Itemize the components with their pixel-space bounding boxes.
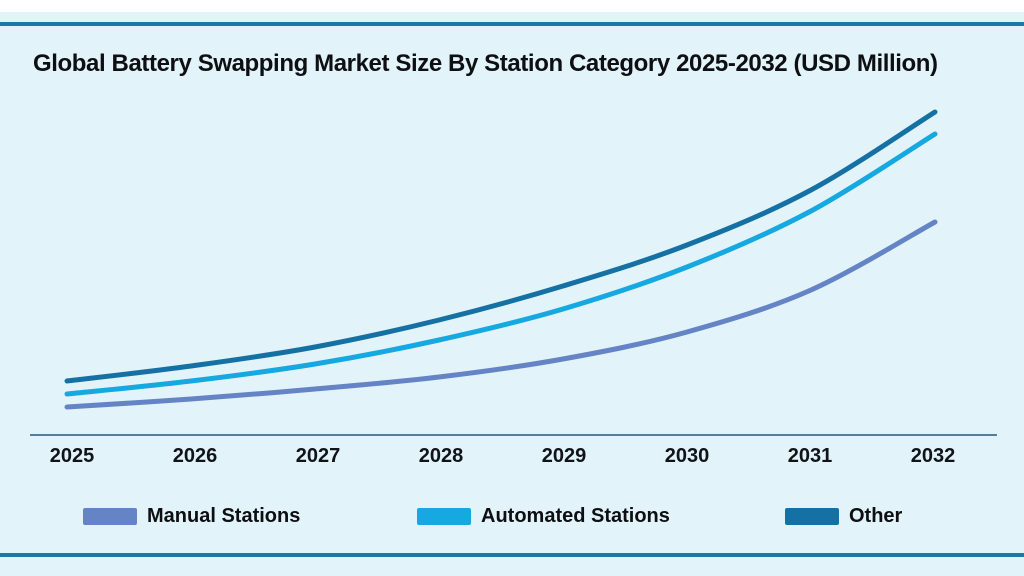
chart-legend: Manual Stations Automated Stations Other xyxy=(0,505,1024,533)
chart-panel-background xyxy=(0,12,1024,576)
series-line-other xyxy=(64,109,938,384)
legend-item-other: Other xyxy=(785,505,902,528)
chart-title: Global Battery Swapping Market Size By S… xyxy=(33,50,938,77)
x-axis-label-2025: 2025 xyxy=(49,445,95,467)
legend-label: Manual Stations xyxy=(147,505,301,527)
top-divider-line xyxy=(0,22,1024,26)
x-axis-label-2027: 2027 xyxy=(295,445,341,467)
bottom-divider-line xyxy=(0,553,1024,557)
legend-item-automated-stations: Automated Stations xyxy=(417,505,670,528)
legend-label: Automated Stations xyxy=(481,505,670,527)
x-axis-label-2030: 2030 xyxy=(664,445,710,467)
legend-item-manual-stations: Manual Stations xyxy=(83,505,300,528)
legend-swatch-icon xyxy=(785,508,839,525)
x-axis-label-2031: 2031 xyxy=(787,445,833,467)
legend-swatch-icon xyxy=(83,508,137,525)
x-axis-label-2029: 2029 xyxy=(541,445,587,467)
series-line-manual-stations xyxy=(64,219,938,410)
legend-swatch-icon xyxy=(417,508,471,525)
x-axis: 2025 2026 2027 2028 2029 2030 2031 2032 xyxy=(0,445,1024,471)
series-line-automated-stations xyxy=(64,131,938,397)
x-axis-label-2028: 2028 xyxy=(418,445,464,467)
x-axis-label-2032: 2032 xyxy=(910,445,956,467)
legend-label: Other xyxy=(849,505,903,527)
x-axis-label-2026: 2026 xyxy=(172,445,218,467)
